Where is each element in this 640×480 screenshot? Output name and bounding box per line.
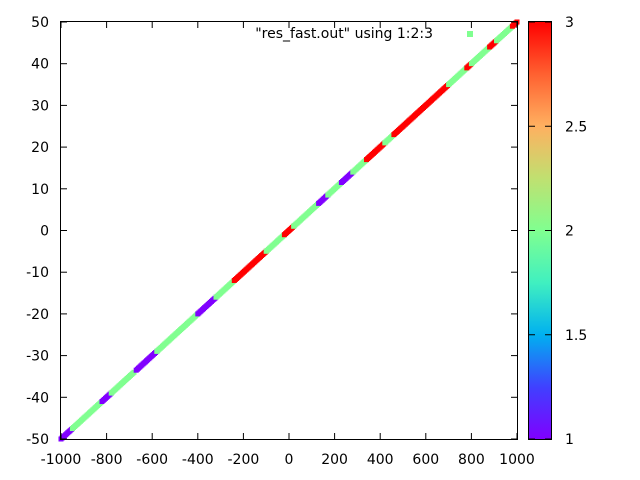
legend: "res_fast.out" using 1:2:3 <box>255 26 473 42</box>
axes: -1000 -800 -600 -400 -200 0 200 400 600 800 1000-5… <box>26 15 535 468</box>
x-tick-label: -600 <box>136 452 168 468</box>
legend-marker <box>467 31 473 37</box>
x-tick-label: 600 <box>412 452 439 468</box>
y-tick-label: 40 <box>31 57 49 73</box>
point-segment <box>69 399 105 432</box>
point-segment <box>446 65 470 88</box>
point-segment <box>154 311 201 354</box>
y-tick-label: 30 <box>31 98 49 114</box>
point-segment <box>263 232 287 254</box>
plot-border <box>60 21 518 440</box>
data-points <box>58 19 520 442</box>
point-segment <box>108 369 137 396</box>
colorbar-tick-label: 3 <box>565 15 574 31</box>
x-tick-label: -200 <box>228 452 260 468</box>
colorbar-tick-label: 1 <box>565 432 574 448</box>
x-tick-label: 400 <box>367 452 394 468</box>
x-tick-label: 200 <box>321 452 348 468</box>
colorbar-tick-label: 1.5 <box>565 328 587 344</box>
y-tick-label: 0 <box>40 224 49 240</box>
y-tick-label: -40 <box>26 390 49 406</box>
colorbar-tick-label: 2 <box>565 224 574 240</box>
y-tick-label: 10 <box>31 182 49 198</box>
point-segment <box>509 19 520 29</box>
x-tick-label: -400 <box>182 452 214 468</box>
point-segment <box>325 180 344 198</box>
point-segment <box>231 248 269 283</box>
x-tick-label: 0 <box>285 452 294 468</box>
y-tick-label: -20 <box>26 307 49 323</box>
y-tick-label: -30 <box>26 349 49 365</box>
legend-label: "res_fast.out" using 1:2:3 <box>255 26 433 42</box>
x-tick-label: -1000 <box>41 452 82 468</box>
y-tick-label: 50 <box>31 15 49 31</box>
colorbar-tick-label: 2.5 <box>565 119 587 135</box>
x-tick-label: -800 <box>91 452 123 468</box>
y-tick-label: 20 <box>31 140 49 156</box>
point-segment <box>391 82 452 138</box>
colorbar-axis: 1 1.5 2 2.5 3 <box>529 15 587 448</box>
x-tick-label: 1000 <box>499 452 535 468</box>
y-tick-label: -10 <box>26 265 49 281</box>
y-tick-label: -50 <box>26 432 49 448</box>
x-tick-label: 800 <box>458 452 485 468</box>
